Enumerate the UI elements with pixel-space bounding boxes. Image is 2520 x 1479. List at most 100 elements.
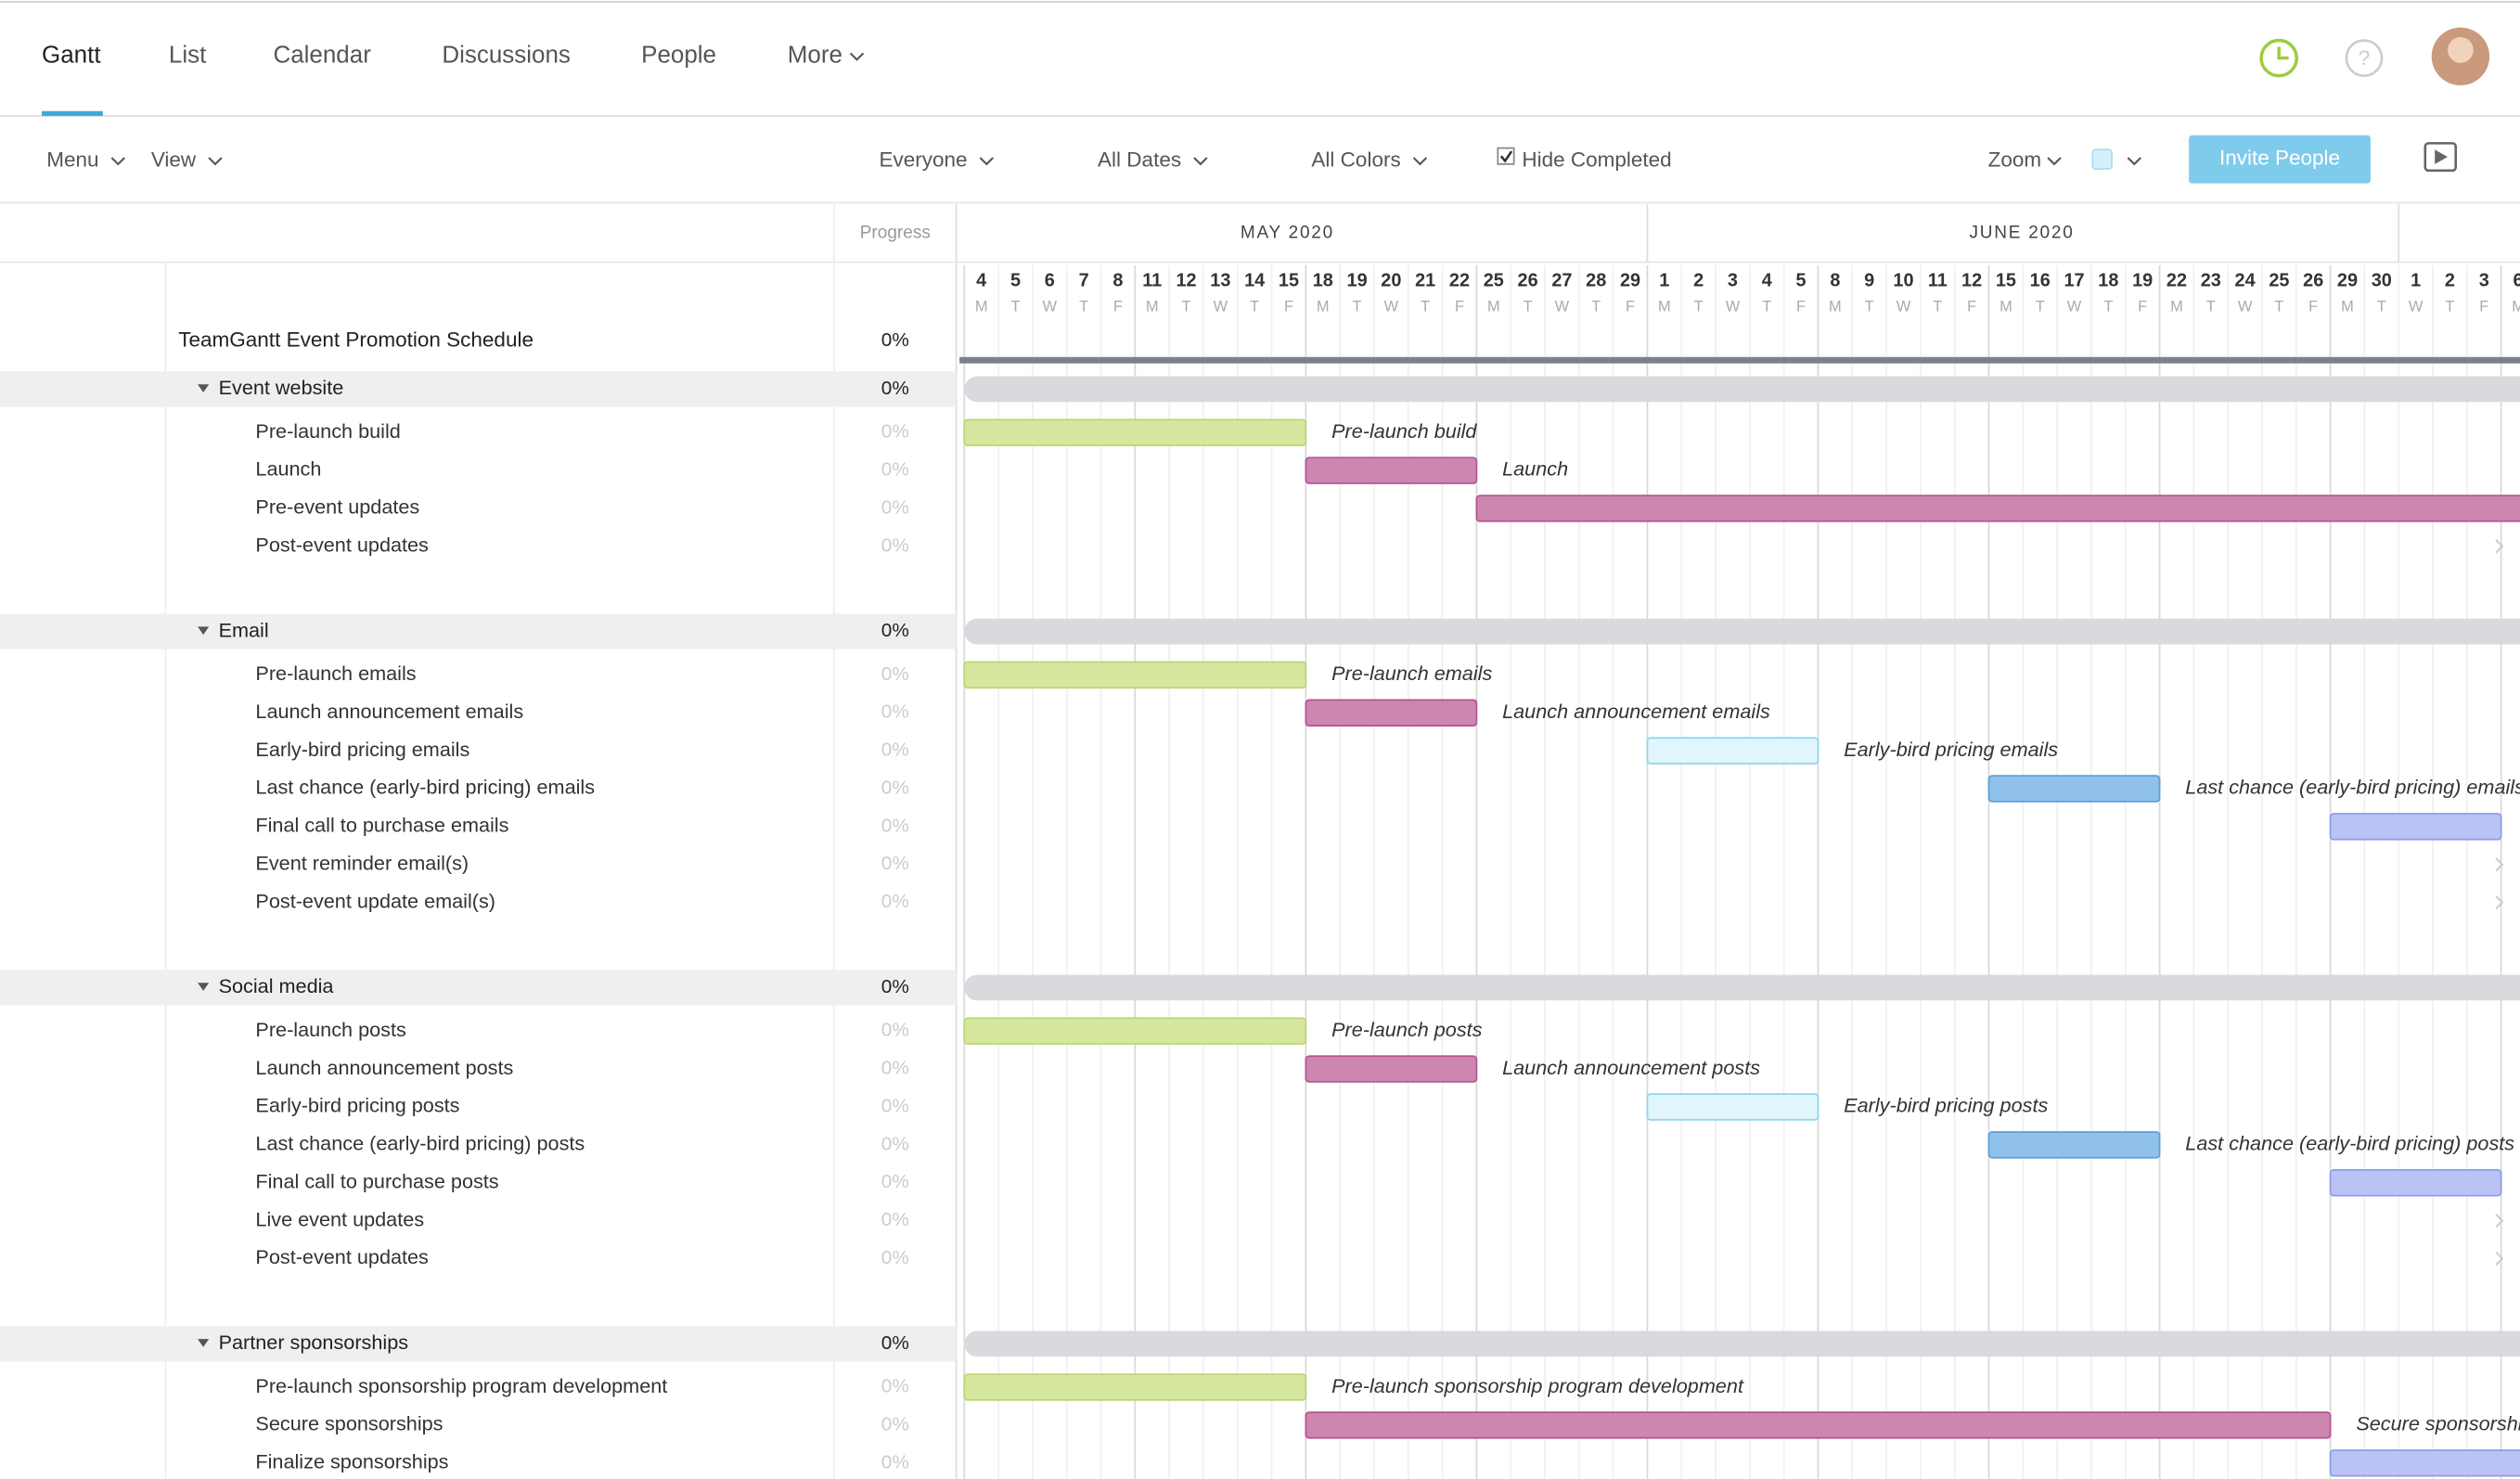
task-name[interactable]: Pre-launch posts xyxy=(255,1018,406,1041)
nav-tab[interactable]: Discussions xyxy=(442,41,571,69)
filter-dropdown[interactable]: All Dates xyxy=(1098,148,1181,171)
day-number: 8 xyxy=(1830,271,1840,291)
task-progress: 0% xyxy=(881,1171,909,1192)
task-name[interactable]: Pre-event updates xyxy=(255,495,419,519)
nav-tab[interactable]: List xyxy=(169,41,207,69)
task-bar-label: Last chance (early-bird pricing) posts xyxy=(2185,1132,2514,1155)
day-number: 29 xyxy=(1620,271,1640,291)
task-bar[interactable] xyxy=(963,1373,1307,1401)
task-name[interactable]: Secure sponsorships xyxy=(255,1412,443,1435)
task-name[interactable]: Launch announcement emails xyxy=(255,700,523,723)
collapse-toggle[interactable] xyxy=(198,983,210,991)
weekday-letter: T xyxy=(1694,298,1704,315)
chevron xyxy=(1412,157,1428,166)
task-bar[interactable] xyxy=(2329,1449,2520,1477)
clock-icon[interactable] xyxy=(2259,38,2298,78)
task-bar[interactable] xyxy=(2329,1169,2502,1197)
invite-label[interactable]: Invite People xyxy=(2219,147,2340,170)
weekday-letter: T xyxy=(2206,298,2216,315)
present-icon[interactable] xyxy=(2424,142,2458,173)
task-name[interactable]: Pre-launch build xyxy=(255,419,400,443)
day-number: 9 xyxy=(1864,271,1874,291)
weekday-letter: W xyxy=(1726,298,1741,315)
day-number: 11 xyxy=(1142,271,1162,291)
task-name[interactable]: Finalize sponsorships xyxy=(255,1450,448,1473)
task-bar[interactable] xyxy=(2329,813,2502,841)
weekday-letter: T xyxy=(1421,298,1430,315)
task-name[interactable]: Post-event updates xyxy=(255,534,429,557)
task-bar[interactable] xyxy=(963,1017,1307,1045)
group-name[interactable]: Social media xyxy=(219,974,335,997)
task-bar[interactable] xyxy=(1475,495,2520,522)
task-bar[interactable] xyxy=(963,661,1307,689)
task-name[interactable]: Launch announcement posts xyxy=(255,1056,513,1079)
view-button[interactable]: View xyxy=(151,148,197,171)
task-bar[interactable] xyxy=(1305,457,1478,484)
task-bar[interactable] xyxy=(963,418,1307,446)
weekday-letter: T xyxy=(2377,298,2386,315)
day-number: 5 xyxy=(1796,271,1806,291)
collapse-toggle[interactable] xyxy=(198,1339,210,1347)
nav-tab[interactable]: People xyxy=(641,41,716,69)
help-icon[interactable] xyxy=(2345,39,2384,77)
day-number: 3 xyxy=(2479,271,2489,291)
filter-dropdown[interactable]: All Colors xyxy=(1311,148,1400,171)
task-bar[interactable] xyxy=(1987,775,2161,803)
collapse-toggle[interactable] xyxy=(198,384,210,392)
task-name[interactable]: Last chance (early-bird pricing) emails xyxy=(255,776,595,799)
task-name[interactable]: Launch xyxy=(255,457,321,481)
task-progress: 0% xyxy=(881,496,909,518)
task-name[interactable]: Final call to purchase posts xyxy=(255,1169,498,1192)
color-swatch[interactable] xyxy=(2091,148,2113,170)
day-number: 27 xyxy=(1551,271,1572,291)
task-bar[interactable] xyxy=(1305,1411,2332,1439)
task-name[interactable]: Post-event update email(s) xyxy=(255,889,495,912)
task-progress: 0% xyxy=(881,891,909,912)
weekday-letter: F xyxy=(2308,298,2318,315)
task-name[interactable]: Live event updates xyxy=(255,1207,424,1230)
collapse-toggle[interactable] xyxy=(198,626,210,636)
checkmark xyxy=(1499,150,1513,163)
day-number: 2 xyxy=(1693,271,1704,291)
filter-dropdown[interactable]: Everyone xyxy=(879,148,967,171)
weekday-letter: M xyxy=(975,298,988,315)
task-bar[interactable] xyxy=(1305,699,1478,727)
day-number: 6 xyxy=(2514,271,2520,291)
task-name[interactable]: Post-event updates xyxy=(255,1245,429,1268)
task-name[interactable]: Final call to purchase emails xyxy=(255,814,508,837)
day-number: 20 xyxy=(1381,271,1401,291)
task-bar[interactable] xyxy=(1646,1093,1819,1121)
task-name[interactable]: Pre-launch emails xyxy=(255,662,416,685)
day-number: 5 xyxy=(1010,271,1021,291)
menu-button[interactable]: Menu xyxy=(46,148,98,171)
task-bar-label: Pre-launch posts xyxy=(1331,1018,1483,1041)
group-name[interactable]: Event website xyxy=(219,376,344,399)
task-progress: 0% xyxy=(881,701,909,723)
invite-button[interactable] xyxy=(2189,135,2371,184)
weekday-letter: T xyxy=(2103,298,2113,315)
nav-tab[interactable]: Calendar xyxy=(273,41,371,69)
group-name[interactable]: Email xyxy=(219,618,269,641)
task-name[interactable]: Early-bird pricing posts xyxy=(255,1094,459,1117)
zoom-dropdown[interactable]: Zoom xyxy=(1988,148,2042,171)
task-bar[interactable] xyxy=(1305,1055,1478,1083)
day-number: 1 xyxy=(1659,271,1669,291)
task-progress: 0% xyxy=(881,534,909,556)
group-name[interactable]: Partner sponsorships xyxy=(219,1331,409,1354)
nav-tab[interactable]: More xyxy=(788,41,842,69)
weekday-letter: W xyxy=(2409,298,2424,315)
weekday-letter: F xyxy=(1796,298,1806,315)
task-bar[interactable] xyxy=(1646,737,1819,765)
nav-tab[interactable]: Gantt xyxy=(42,41,101,69)
project-name[interactable]: TeamGantt Event Promotion Schedule xyxy=(178,328,534,351)
task-progress: 0% xyxy=(881,1058,909,1079)
task-name[interactable]: Event reminder email(s) xyxy=(255,851,469,874)
task-bar[interactable] xyxy=(1987,1131,2161,1159)
project-progress: 0% xyxy=(881,329,909,351)
task-name[interactable]: Pre-launch sponsorship program developme… xyxy=(255,1374,667,1397)
task-bar-label: Early-bird pricing posts xyxy=(1844,1094,2048,1117)
hide-completed-label[interactable]: Hide Completed xyxy=(1522,148,1671,171)
day-number: 14 xyxy=(1244,271,1265,291)
task-name[interactable]: Early-bird pricing emails xyxy=(255,738,469,761)
task-name[interactable]: Last chance (early-bird pricing) posts xyxy=(255,1132,585,1155)
